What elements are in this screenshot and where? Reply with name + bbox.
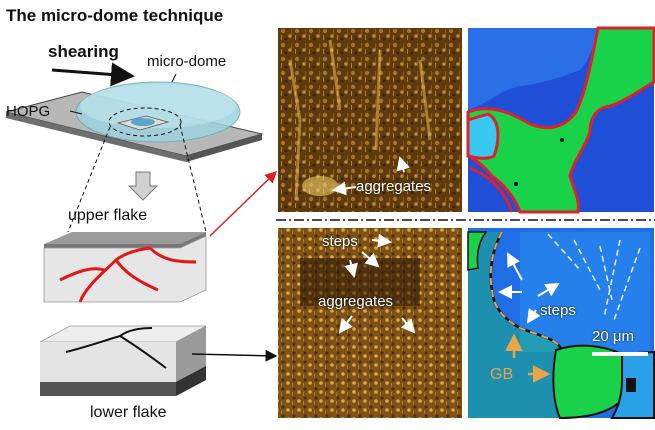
sample-flake xyxy=(116,115,170,131)
scale-bar-label: 20 μm xyxy=(592,328,634,345)
aggregates-upper-label: aggregates xyxy=(356,178,432,195)
zoom-circle xyxy=(108,107,182,137)
micro-dome-label: micro-dome xyxy=(147,53,227,70)
figure-title: The micro-dome technique xyxy=(6,6,224,25)
micro-dome xyxy=(75,81,241,143)
gb-arrows xyxy=(505,333,551,383)
upper-flake-block xyxy=(43,232,207,303)
aggregates-lower-label: aggregates xyxy=(318,293,394,310)
gb-label: GB xyxy=(490,366,514,383)
afm-upper-panel xyxy=(278,28,462,212)
steps-ebsd-label: steps xyxy=(540,302,576,319)
down-arrow xyxy=(127,171,159,201)
upper-flake-arrow xyxy=(209,170,278,237)
upper-flake-label: upper flake xyxy=(68,207,148,224)
hopg-leader xyxy=(69,110,83,115)
shearing-arrow xyxy=(51,62,135,87)
shearing-label: shearing xyxy=(48,42,119,61)
ebsd-lower-panel xyxy=(467,228,655,420)
zoom-line-left xyxy=(67,126,111,233)
zoom-line-right xyxy=(179,124,207,233)
hopg-label: HOPG xyxy=(6,103,51,120)
lower-flake-arrow xyxy=(191,349,278,362)
ebsd-upper-panel xyxy=(466,26,655,214)
steps-afm-label: steps xyxy=(322,233,358,250)
annotation-arrows xyxy=(332,156,560,334)
micro-dome-leader xyxy=(171,73,177,83)
afm-lower-panel xyxy=(278,228,462,418)
lower-flake-label: lower flake xyxy=(90,404,167,421)
lower-flake-block xyxy=(39,325,207,396)
